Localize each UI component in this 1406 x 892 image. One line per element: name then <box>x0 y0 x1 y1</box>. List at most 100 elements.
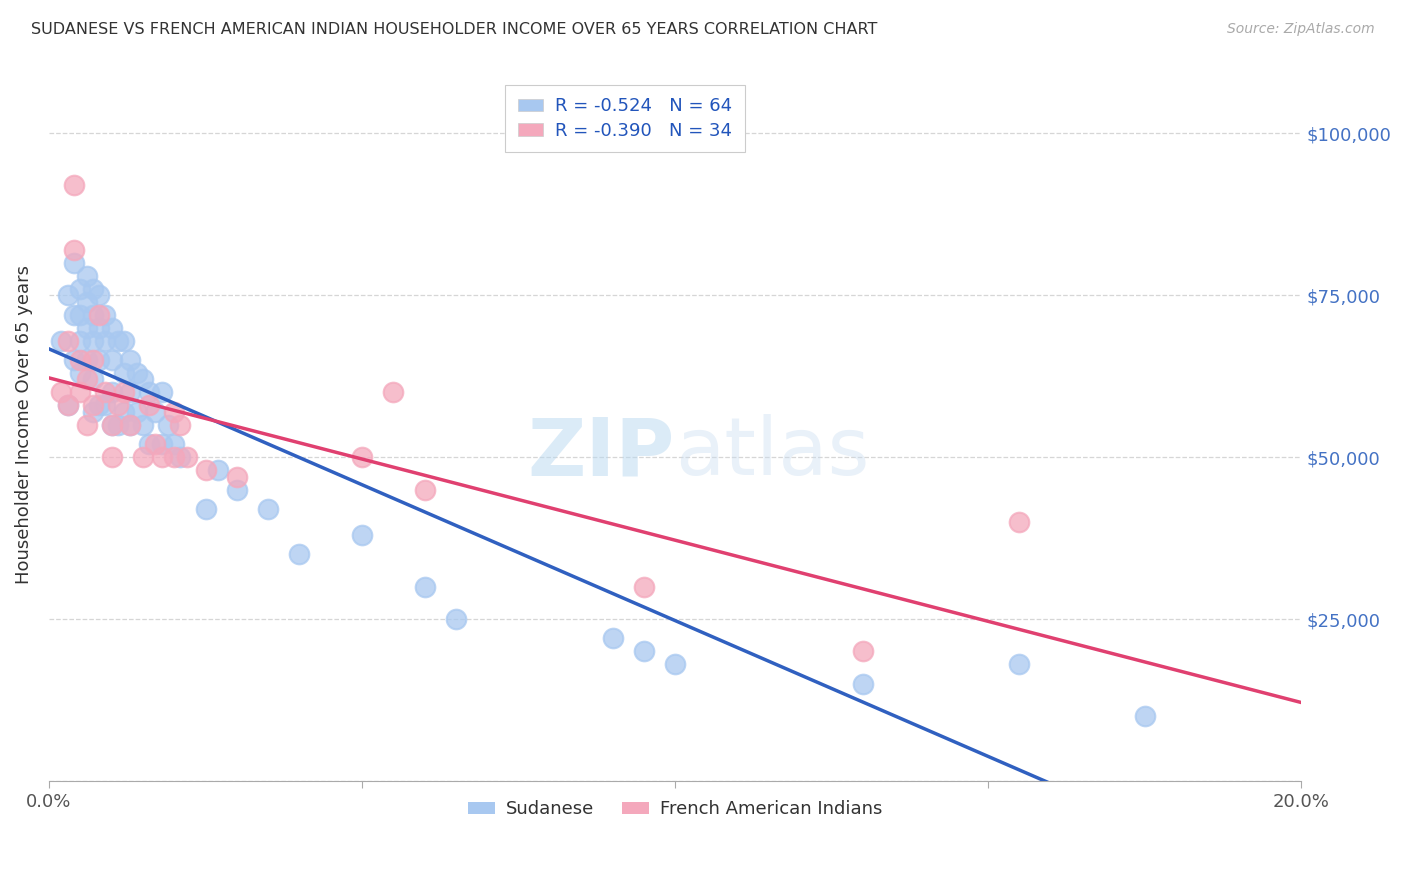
Point <box>633 644 655 658</box>
Point <box>138 385 160 400</box>
Point <box>138 398 160 412</box>
Point <box>87 398 110 412</box>
Point <box>100 320 122 334</box>
Point <box>76 417 98 432</box>
Point <box>100 450 122 464</box>
Point <box>1008 657 1031 672</box>
Point <box>132 372 155 386</box>
Point <box>125 366 148 380</box>
Point <box>94 334 117 348</box>
Point <box>69 385 91 400</box>
Point <box>107 417 129 432</box>
Point <box>288 547 311 561</box>
Point <box>100 417 122 432</box>
Point <box>1133 709 1156 723</box>
Point <box>69 282 91 296</box>
Point <box>150 437 173 451</box>
Text: ZIP: ZIP <box>527 414 675 492</box>
Point <box>207 463 229 477</box>
Point <box>82 405 104 419</box>
Point <box>63 178 86 193</box>
Point <box>664 657 686 672</box>
Point <box>156 417 179 432</box>
Point <box>225 469 247 483</box>
Point <box>352 528 374 542</box>
Point <box>382 385 405 400</box>
Point <box>87 288 110 302</box>
Point <box>352 450 374 464</box>
Point <box>163 450 186 464</box>
Point <box>120 417 142 432</box>
Point <box>194 463 217 477</box>
Point <box>132 450 155 464</box>
Point <box>112 385 135 400</box>
Point <box>94 385 117 400</box>
Point <box>107 334 129 348</box>
Point <box>100 385 122 400</box>
Point <box>100 417 122 432</box>
Point <box>76 294 98 309</box>
Point <box>100 353 122 368</box>
Point <box>138 437 160 451</box>
Point <box>82 353 104 368</box>
Y-axis label: Householder Income Over 65 years: Householder Income Over 65 years <box>15 265 32 584</box>
Point <box>56 334 79 348</box>
Point <box>69 366 91 380</box>
Point <box>82 282 104 296</box>
Point <box>194 502 217 516</box>
Point <box>76 320 98 334</box>
Point <box>120 385 142 400</box>
Point <box>87 308 110 322</box>
Point <box>76 268 98 283</box>
Point <box>112 405 135 419</box>
Point <box>87 353 110 368</box>
Text: Source: ZipAtlas.com: Source: ZipAtlas.com <box>1227 22 1375 37</box>
Point <box>56 288 79 302</box>
Text: atlas: atlas <box>675 414 869 492</box>
Point <box>145 405 167 419</box>
Point <box>633 580 655 594</box>
Point <box>82 334 104 348</box>
Point <box>107 398 129 412</box>
Point <box>120 353 142 368</box>
Point <box>51 385 73 400</box>
Point <box>225 483 247 497</box>
Point <box>169 417 191 432</box>
Point <box>125 405 148 419</box>
Point <box>176 450 198 464</box>
Legend: Sudanese, French American Indians: Sudanese, French American Indians <box>461 793 889 825</box>
Point <box>76 372 98 386</box>
Point <box>87 320 110 334</box>
Point <box>163 405 186 419</box>
Point <box>852 677 875 691</box>
Point <box>120 417 142 432</box>
Point <box>63 256 86 270</box>
Point <box>63 243 86 257</box>
Point <box>56 398 79 412</box>
Point <box>257 502 280 516</box>
Text: SUDANESE VS FRENCH AMERICAN INDIAN HOUSEHOLDER INCOME OVER 65 YEARS CORRELATION : SUDANESE VS FRENCH AMERICAN INDIAN HOUSE… <box>31 22 877 37</box>
Point <box>63 353 86 368</box>
Point <box>852 644 875 658</box>
Point <box>51 334 73 348</box>
Point <box>145 437 167 451</box>
Point <box>94 308 117 322</box>
Point <box>1008 515 1031 529</box>
Point <box>169 450 191 464</box>
Point <box>150 450 173 464</box>
Point <box>413 483 436 497</box>
Point <box>444 612 467 626</box>
Point <box>82 308 104 322</box>
Point <box>69 334 91 348</box>
Point <box>602 632 624 646</box>
Point <box>112 334 135 348</box>
Point <box>56 398 79 412</box>
Point <box>69 308 91 322</box>
Point <box>150 385 173 400</box>
Point <box>82 398 104 412</box>
Point <box>76 353 98 368</box>
Point <box>163 437 186 451</box>
Point <box>112 366 135 380</box>
Point <box>94 398 117 412</box>
Point <box>63 308 86 322</box>
